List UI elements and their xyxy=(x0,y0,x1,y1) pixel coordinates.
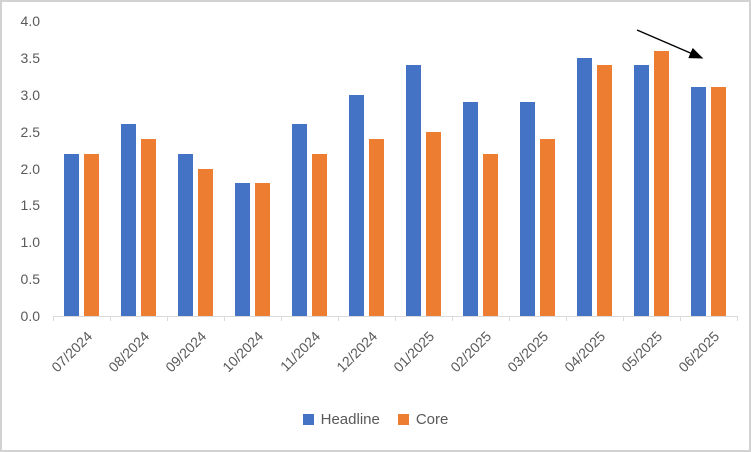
x-tick-label: 05/2025 xyxy=(617,328,665,376)
legend-item-core[interactable]: Core xyxy=(397,411,449,428)
category-group xyxy=(623,21,680,316)
y-tick-label: 0.5 xyxy=(20,271,40,288)
x-tick-label: 07/2024 xyxy=(47,328,95,376)
category-group xyxy=(566,21,623,316)
y-tick-label: 0.0 xyxy=(20,308,40,324)
axis-tick xyxy=(53,316,54,321)
core-bar[interactable] xyxy=(597,65,612,316)
legend: Headline Core xyxy=(2,411,749,428)
y-tick-label: 2.0 xyxy=(20,160,40,177)
headline-bar[interactable] xyxy=(121,124,136,316)
headline-bar[interactable] xyxy=(292,124,307,316)
legend-item-headline[interactable]: Headline xyxy=(302,411,380,428)
x-tick-label: 12/2024 xyxy=(332,328,380,376)
category-group xyxy=(224,21,281,316)
headline-bar[interactable] xyxy=(349,94,364,316)
axis-tick xyxy=(680,316,681,321)
y-tick-label: 3.0 xyxy=(20,86,40,103)
category-group xyxy=(395,21,452,316)
core-bar[interactable] xyxy=(540,139,555,316)
category-group xyxy=(53,21,110,316)
headline-bar[interactable] xyxy=(178,153,193,316)
core-bar[interactable] xyxy=(198,168,213,316)
axis-tick xyxy=(566,316,567,321)
category-group xyxy=(338,21,395,316)
headline-bar[interactable] xyxy=(463,102,478,316)
headline-bar[interactable] xyxy=(634,65,649,316)
axis-tick xyxy=(395,316,396,321)
axis-tick xyxy=(338,316,339,321)
headline-bar[interactable] xyxy=(691,87,706,316)
category-group xyxy=(167,21,224,316)
x-tick-label: 09/2024 xyxy=(161,328,209,376)
core-bar[interactable] xyxy=(255,183,270,316)
headline-swatch-icon xyxy=(302,414,314,425)
core-bar[interactable] xyxy=(654,50,669,316)
axis-tick xyxy=(623,316,624,321)
core-bar[interactable] xyxy=(711,87,726,316)
x-tick-label: 03/2025 xyxy=(503,328,551,376)
axis-tick xyxy=(509,316,510,321)
x-tick-label: 06/2025 xyxy=(674,328,722,376)
core-swatch-icon xyxy=(397,414,409,425)
x-tick-label: 02/2025 xyxy=(446,328,494,376)
axis-tick xyxy=(167,316,168,321)
y-tick-label: 1.5 xyxy=(20,197,40,214)
x-tick-label: 11/2024 xyxy=(276,328,323,375)
axis-tick xyxy=(110,316,111,321)
axis-tick xyxy=(737,316,738,321)
legend-label-core: Core xyxy=(415,411,449,428)
category-group xyxy=(110,21,167,316)
core-bar[interactable] xyxy=(84,153,99,316)
axis-tick xyxy=(452,316,453,321)
legend-label-headline: Headline xyxy=(320,411,380,428)
core-bar[interactable] xyxy=(483,153,498,316)
category-group xyxy=(452,21,509,316)
x-tick-label: 10/2024 xyxy=(218,328,266,376)
core-bar[interactable] xyxy=(369,139,384,316)
headline-bar[interactable] xyxy=(520,102,535,316)
category-group xyxy=(281,21,338,316)
core-bar[interactable] xyxy=(426,131,441,316)
category-group xyxy=(509,21,566,316)
axis-tick xyxy=(281,316,282,321)
y-tick-label: 2.5 xyxy=(20,123,40,140)
headline-bar[interactable] xyxy=(406,65,421,316)
x-tick-label: 08/2024 xyxy=(104,328,152,376)
headline-bar[interactable] xyxy=(235,183,250,316)
core-bar[interactable] xyxy=(141,139,156,316)
x-tick-label: 01/2025 xyxy=(389,328,437,376)
headline-bar[interactable] xyxy=(64,153,79,316)
x-tick-label: 04/2025 xyxy=(560,328,608,376)
axis-tick xyxy=(224,316,225,321)
plot-area xyxy=(53,21,737,317)
y-tick-label: 3.5 xyxy=(20,49,40,66)
headline-bar[interactable] xyxy=(577,57,592,316)
y-tick-label: 1.0 xyxy=(20,234,40,251)
y-tick-label: 4.0 xyxy=(20,13,40,29)
core-bar[interactable] xyxy=(312,153,327,316)
category-group xyxy=(680,21,737,316)
